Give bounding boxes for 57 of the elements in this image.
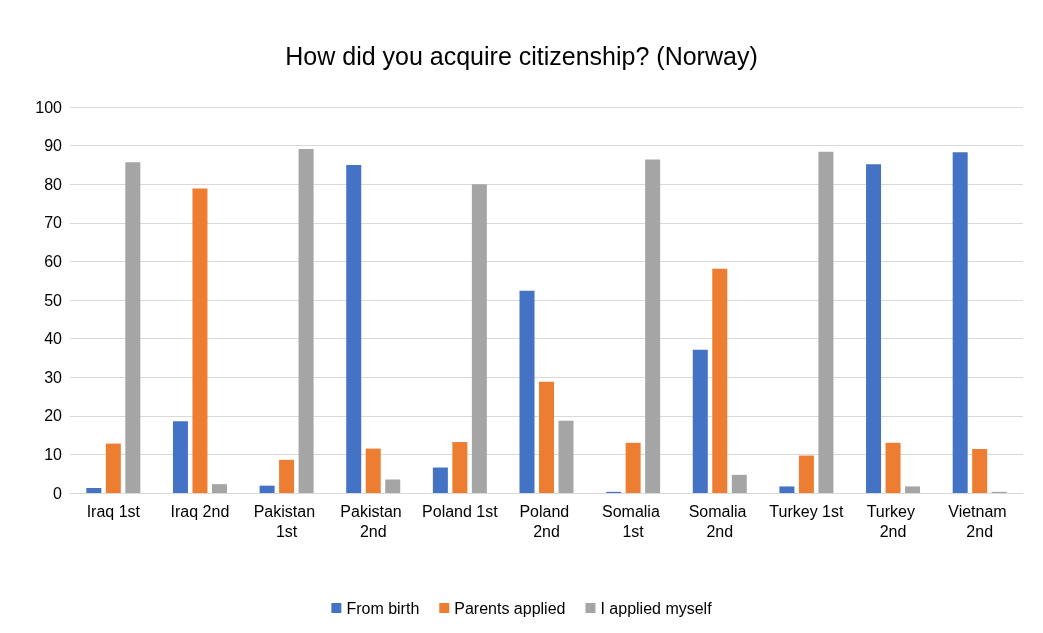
x-tick-label: Turkey 1st (769, 502, 845, 520)
x-tick-label: Somalia 2nd (688, 502, 751, 540)
bar (279, 459, 295, 493)
bar (866, 164, 882, 493)
bar (365, 448, 381, 493)
x-tick-label: Pakistan 1st (253, 502, 320, 540)
x-tick-label: Vietnam 2nd (948, 502, 1012, 540)
bar (385, 479, 401, 493)
bar (818, 151, 834, 493)
bar (125, 162, 141, 493)
bar (298, 149, 314, 493)
y-tick-label: 60 (44, 252, 63, 270)
bar (105, 443, 121, 493)
legend-label: I applied myself (600, 599, 713, 617)
y-tick-label: 80 (44, 175, 63, 193)
bar (645, 159, 661, 493)
bar (885, 442, 901, 493)
x-tick-label: Iraq 1st (86, 502, 141, 520)
y-tick-label: 0 (53, 484, 63, 502)
bar (625, 442, 641, 493)
y-tick-label: 30 (44, 368, 63, 386)
bar (798, 455, 814, 493)
legend-label: Parents applied (454, 599, 566, 617)
x-tick-label: Pakistan 2nd (340, 502, 407, 540)
bar (471, 184, 487, 493)
chart-title: How did you acquire citizenship? (Norway) (285, 41, 758, 70)
bar (539, 381, 554, 493)
x-tick-label: Poland 1st (422, 502, 499, 520)
x-tick-label: Turkey 2nd (866, 502, 920, 540)
bar (712, 268, 728, 493)
legend-label: From birth (346, 599, 420, 617)
x-tick-label: Poland 2nd (519, 502, 574, 540)
bar (172, 421, 188, 493)
x-tick-label: Somalia 1st (602, 502, 665, 540)
bar (192, 188, 208, 493)
bar (558, 420, 574, 493)
x-tick-label: Iraq 2nd (170, 502, 230, 520)
bar (519, 290, 535, 493)
bar (86, 487, 102, 493)
bar (211, 484, 227, 493)
bar (731, 474, 747, 493)
bar (952, 152, 968, 493)
bar (346, 164, 362, 493)
y-tick-label: 50 (44, 291, 63, 309)
y-tick-label: 10 (44, 445, 63, 463)
y-tick-label: 70 (44, 214, 63, 232)
y-tick-label: 20 (44, 407, 63, 425)
bar (779, 486, 795, 493)
y-tick-label: 100 (35, 98, 63, 116)
y-tick-label: 40 (44, 330, 63, 348)
bar (692, 349, 708, 493)
bar (452, 442, 468, 493)
bar (972, 449, 988, 493)
bar (432, 467, 448, 493)
bar (259, 485, 275, 493)
y-tick-label: 90 (44, 137, 63, 155)
bar (905, 486, 921, 493)
